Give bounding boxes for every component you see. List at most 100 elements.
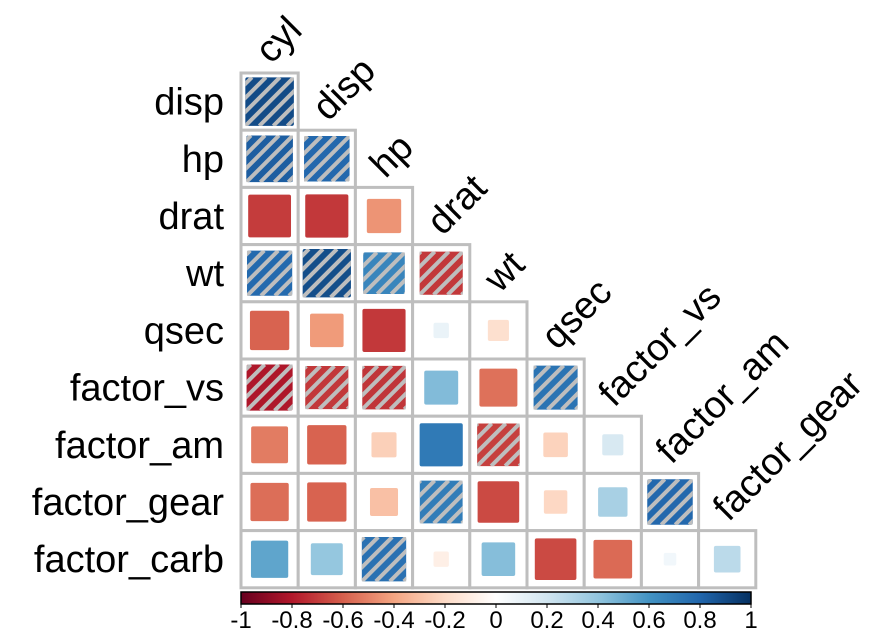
row-label-drat: drat xyxy=(159,196,225,238)
cell-square xyxy=(424,370,459,405)
cell-square xyxy=(433,322,449,339)
cell-square xyxy=(543,432,568,458)
cell-factor_gear-qsec xyxy=(525,471,586,533)
cell-qsec-disp xyxy=(296,300,357,361)
row-label-factor_am: factor_am xyxy=(55,425,224,467)
colorbar-tick-label: 1 xyxy=(744,607,757,634)
column-label-qsec: qsec xyxy=(534,271,620,357)
cell-square xyxy=(250,482,289,522)
cell-factor_carb-drat xyxy=(411,529,472,590)
row-label-factor_carb: factor_carb xyxy=(34,539,224,581)
column-label-drat: drat xyxy=(419,167,495,243)
cell-factor_gear-disp xyxy=(296,471,357,533)
cell-square xyxy=(598,487,628,517)
cell-factor_gear-hp xyxy=(353,471,415,533)
cell-factor_am-cyl xyxy=(239,414,300,475)
significance-hatch xyxy=(477,423,520,467)
cell-square xyxy=(369,487,399,517)
colorbar: -1 -0.8 -0.6 -0.4 -0.2 0 0.2 0.4 0.6 0.8 1 xyxy=(230,591,758,634)
cell-factor_carb-cyl xyxy=(239,529,300,590)
cell-factor_am-hp xyxy=(353,414,415,475)
cell-square xyxy=(433,551,449,567)
cell-square xyxy=(248,194,292,238)
row-label-factor_gear: factor_gear xyxy=(32,482,225,524)
cell-wt-hp xyxy=(353,243,415,304)
row-label-hp: hp xyxy=(182,139,224,181)
cell-square xyxy=(602,434,624,456)
significance-hatch xyxy=(533,365,578,410)
cell-factor_vs-cyl xyxy=(239,357,300,418)
significance-hatch xyxy=(304,136,350,182)
cell-square xyxy=(487,319,509,341)
significance-hatch xyxy=(302,249,351,298)
cell-square xyxy=(307,425,347,465)
cell-factor_am-factor_vs xyxy=(582,414,643,475)
cell-square xyxy=(481,542,516,576)
significance-hatch xyxy=(245,77,294,126)
colorbar-tick-label: -0.4 xyxy=(373,607,414,634)
cell-disp-cyl xyxy=(239,71,300,132)
cell-square xyxy=(310,543,343,576)
cell-wt-disp xyxy=(296,243,357,304)
cell-square xyxy=(371,432,397,458)
cell-factor_gear-factor_vs xyxy=(582,471,643,533)
cell-hp-disp xyxy=(296,128,357,189)
row-labels: disp hp drat wt qsec factor_vs factor_amfactor… xyxy=(32,82,225,582)
colorbar-tick-label: 0.6 xyxy=(632,607,665,634)
cell-wt-cyl xyxy=(239,243,300,304)
cell-qsec-hp xyxy=(353,300,415,361)
cell-square xyxy=(362,308,406,352)
cell-drat-cyl xyxy=(239,185,300,247)
row-label-wt: wt xyxy=(185,253,224,295)
cell-factor_am-qsec xyxy=(525,414,586,475)
colorbar-tick-label: -0.8 xyxy=(271,607,312,634)
cell-square xyxy=(249,310,290,351)
cell-qsec-cyl xyxy=(239,300,300,361)
cell-square xyxy=(305,194,349,238)
cell-factor_carb-factor_gear xyxy=(697,529,758,590)
colorbar-tick-label: -0.6 xyxy=(322,607,363,634)
cell-qsec-drat xyxy=(411,300,472,361)
row-label-disp: disp xyxy=(154,82,224,124)
cell-square xyxy=(477,481,520,523)
cell-factor_gear-wt xyxy=(468,471,529,533)
column-label-wt: wt xyxy=(476,243,534,301)
cell-square xyxy=(310,313,344,348)
significance-hatch xyxy=(362,365,406,410)
colorbar-tick-label: 0 xyxy=(489,607,502,634)
colorbar-tick-label: -0.2 xyxy=(424,607,465,634)
significance-hatch xyxy=(361,537,407,582)
cell-square xyxy=(251,426,289,464)
cell-square xyxy=(366,198,402,234)
significance-hatch xyxy=(419,480,463,524)
column-label-disp: disp xyxy=(305,50,384,129)
cell-square xyxy=(307,482,347,522)
significance-hatch xyxy=(647,479,693,525)
row-label-factor_vs: factor_vs xyxy=(70,368,224,410)
significance-hatch xyxy=(246,135,293,183)
significance-hatch xyxy=(246,364,293,411)
significance-hatch xyxy=(246,250,293,296)
cell-factor_vs-qsec xyxy=(525,357,586,418)
cell-qsec-wt xyxy=(468,300,529,361)
correlation-cells xyxy=(239,71,758,590)
cell-square xyxy=(419,423,463,467)
significance-hatch xyxy=(305,366,349,410)
colorbar-gradient xyxy=(240,591,752,605)
row-label-qsec: qsec xyxy=(144,310,224,352)
cell-square xyxy=(543,490,568,514)
colorbar-tick-label: 0.4 xyxy=(581,607,614,634)
cell-factor_am-drat xyxy=(411,414,472,475)
cell-factor_carb-factor_vs xyxy=(582,529,643,590)
colorbar-tick-label: -1 xyxy=(230,607,251,634)
cell-square xyxy=(663,552,677,566)
cell-square xyxy=(593,539,633,579)
significance-hatch xyxy=(363,252,405,294)
cell-factor_vs-wt xyxy=(468,357,529,418)
cell-factor_carb-disp xyxy=(296,529,357,590)
cell-square xyxy=(534,538,577,580)
colorbar-tick-label: 0.2 xyxy=(530,607,563,634)
cell-factor_carb-factor_am xyxy=(639,529,701,590)
column-label-hp: hp xyxy=(362,126,422,186)
